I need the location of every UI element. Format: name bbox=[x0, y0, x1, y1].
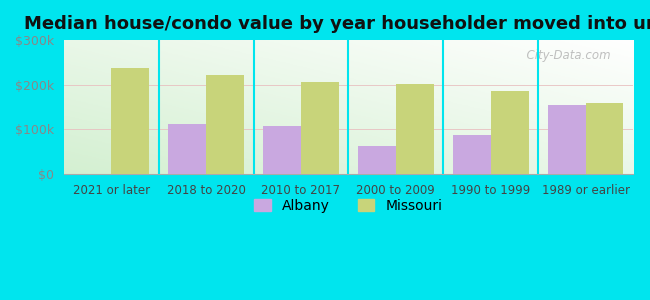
Bar bbox=[396, 84, 434, 174]
Title: Median house/condo value by year householder moved into unit: Median house/condo value by year househo… bbox=[24, 15, 650, 33]
Legend: Albany, Missouri: Albany, Missouri bbox=[249, 193, 448, 218]
Bar bbox=[586, 103, 623, 174]
Bar bbox=[206, 75, 244, 174]
Bar bbox=[111, 68, 150, 174]
Bar bbox=[168, 124, 206, 174]
Bar bbox=[547, 105, 586, 174]
Bar bbox=[301, 82, 339, 174]
Bar bbox=[358, 146, 396, 174]
Text: City-Data.com: City-Data.com bbox=[519, 50, 610, 62]
Bar bbox=[491, 91, 528, 174]
Bar bbox=[263, 126, 301, 174]
Bar bbox=[453, 135, 491, 174]
